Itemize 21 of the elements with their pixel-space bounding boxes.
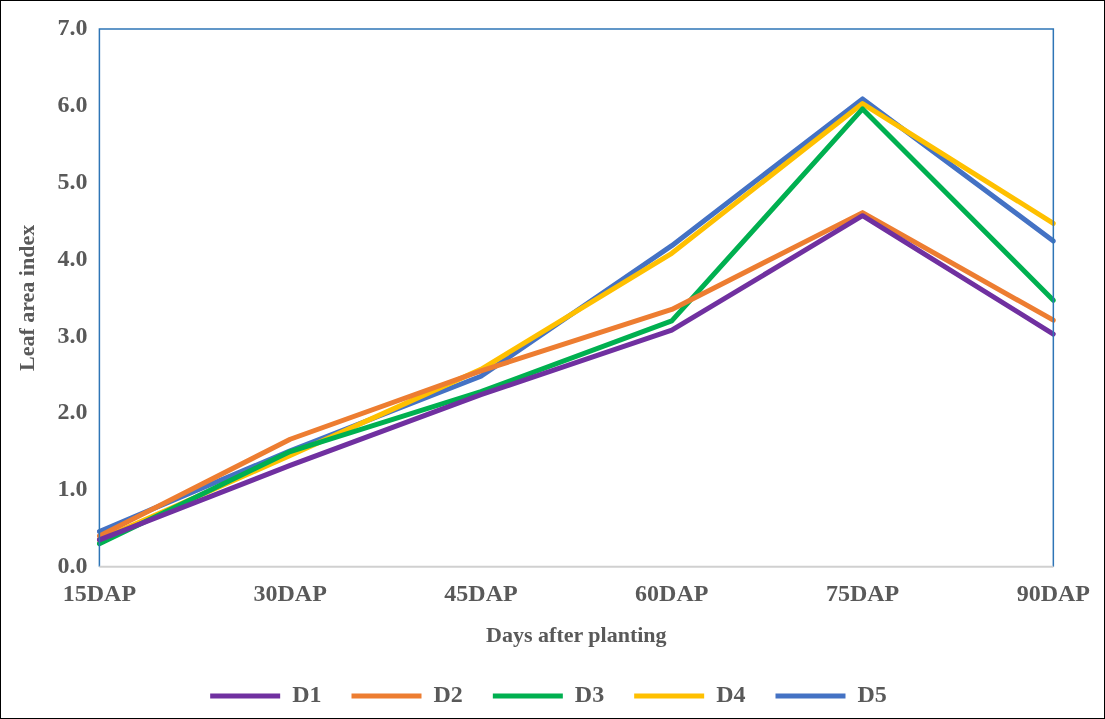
x-tick-label: 15DAP xyxy=(62,580,137,607)
y-tick-label: 3.0 xyxy=(57,321,88,348)
y-tick-label: 7.0 xyxy=(57,14,88,41)
legend-label: D3 xyxy=(574,681,605,708)
y-tick-label: 5.0 xyxy=(57,167,88,194)
x-tick-label: 75DAP xyxy=(825,580,900,607)
y-tick-label: 2.0 xyxy=(57,398,88,425)
x-tick-label: 60DAP xyxy=(635,580,709,607)
y-tick-label: 4.0 xyxy=(57,244,88,271)
legend-label: D4 xyxy=(716,681,746,708)
y-tick-label: 1.0 xyxy=(57,475,88,502)
y-axis-title: Leaf area index xyxy=(13,224,39,372)
x-tick-label: 45DAP xyxy=(444,580,518,607)
legend-label: D2 xyxy=(433,681,463,708)
y-tick-label: 6.0 xyxy=(57,91,88,118)
legend-label: D1 xyxy=(292,681,322,708)
x-tick-label: 30DAP xyxy=(253,580,327,607)
legend-label: D5 xyxy=(857,681,887,708)
x-axis-title: Days after planting xyxy=(486,622,667,648)
y-tick-label: 0.0 xyxy=(57,552,88,578)
x-tick-label: 90DAP xyxy=(1016,580,1090,607)
